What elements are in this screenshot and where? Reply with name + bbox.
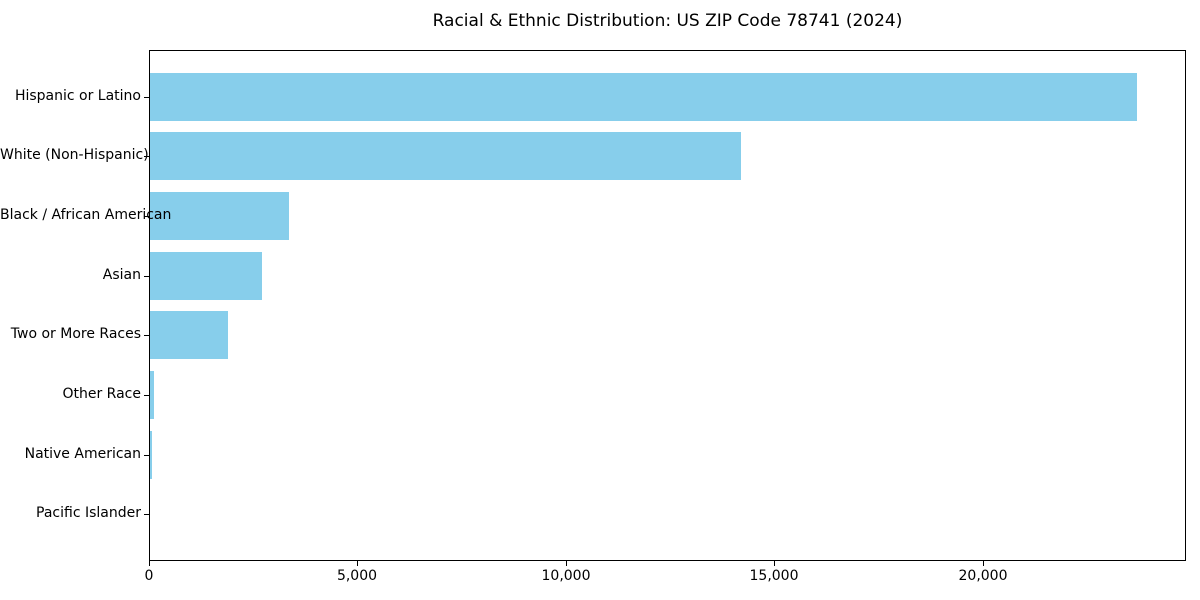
y-tick-label-white-non-hispanic: White (Non-Hispanic) [0,147,149,163]
x-tick-label-5000: 5,000 [336,568,378,584]
y-tick-label-other-race: Other Race [62,386,141,402]
bar-other-race [150,370,154,419]
plot-area [149,50,1186,561]
y-tick-asian [144,276,149,277]
chart-title: Racial & Ethnic Distribution: US ZIP Cod… [432,11,903,31]
x-tick-label-20000: 20,000 [958,568,1008,584]
x-tick-15000 [774,561,775,566]
y-tick-white-non-hispanic [144,156,149,157]
y-tick-label-asian: Asian [102,267,141,283]
y-tick-black-african-american [144,216,149,217]
bar-hispanic-or-latino [150,72,1137,121]
x-tick-label-10000: 10,000 [541,568,591,584]
y-tick-other-race [144,395,149,396]
y-tick-label-black-african-american: Black / African American [0,207,172,223]
bar-two-or-more-races [150,311,228,360]
x-tick-label-0: 0 [144,568,154,584]
bar-white-non-hispanic [150,132,741,181]
y-tick-native-american [144,455,149,456]
bar-asian [150,251,262,300]
bar-native-american [150,430,153,479]
y-tick-label-pacific-islander: Pacific Islander [36,505,141,521]
y-tick-two-or-more-races [144,335,149,336]
y-tick-label-native-american: Native American [24,446,141,462]
y-tick-label-hispanic-or-latino: Hispanic or Latino [14,88,141,104]
y-tick-pacific-islander [144,514,149,515]
x-tick-5000 [357,561,358,566]
x-tick-10000 [566,561,567,566]
y-tick-hispanic-or-latino [144,97,149,98]
x-tick-20000 [983,561,984,566]
bar-black-african-american [150,192,289,241]
y-tick-label-two-or-more-races: Two or More Races [10,326,141,342]
x-tick-label-15000: 15,000 [749,568,799,584]
x-tick-0 [149,561,150,566]
